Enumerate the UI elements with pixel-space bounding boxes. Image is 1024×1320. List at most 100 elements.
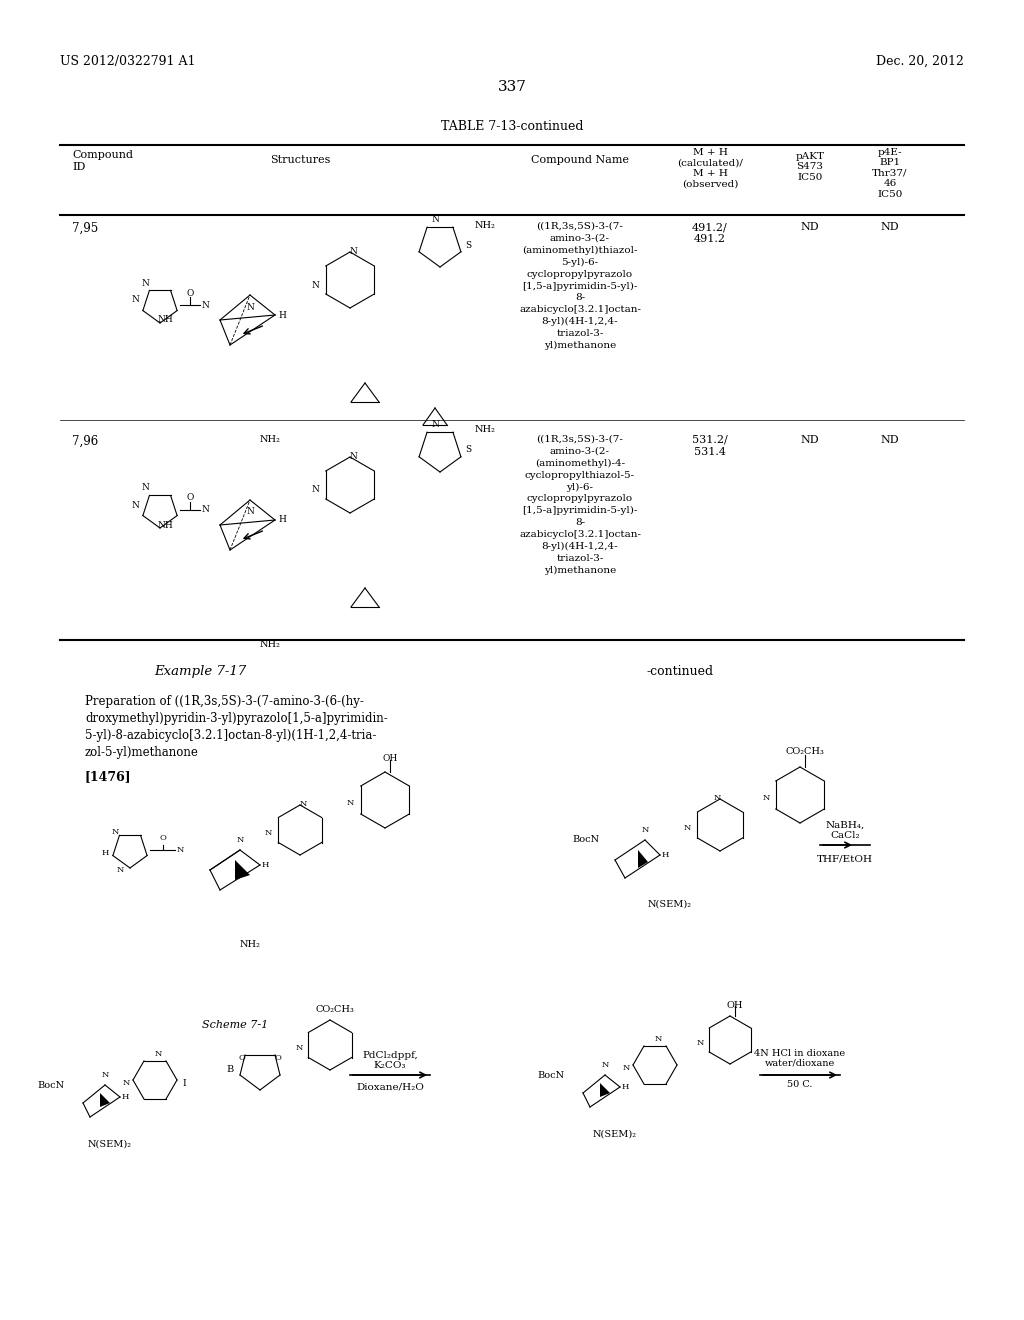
Text: S: S bbox=[465, 240, 471, 249]
Polygon shape bbox=[100, 1093, 110, 1107]
Text: Scheme 7-1: Scheme 7-1 bbox=[202, 1020, 268, 1030]
Text: N: N bbox=[141, 279, 148, 288]
Text: O: O bbox=[160, 834, 167, 842]
Text: N: N bbox=[349, 451, 357, 461]
Text: N: N bbox=[131, 500, 139, 510]
Text: S: S bbox=[465, 446, 471, 454]
Text: N(SEM)₂: N(SEM)₂ bbox=[648, 900, 692, 909]
Text: N: N bbox=[714, 795, 721, 803]
Text: N(SEM)₂: N(SEM)₂ bbox=[88, 1140, 132, 1148]
Polygon shape bbox=[234, 861, 250, 880]
Text: N: N bbox=[201, 301, 209, 309]
Text: OH: OH bbox=[727, 1001, 743, 1010]
Text: 7,95: 7,95 bbox=[72, 222, 98, 235]
Text: N: N bbox=[101, 1071, 109, 1078]
Text: CO₂CH₃: CO₂CH₃ bbox=[315, 1005, 354, 1014]
Text: BocN: BocN bbox=[538, 1071, 565, 1080]
Text: water/dioxane: water/dioxane bbox=[765, 1059, 836, 1068]
Text: N: N bbox=[601, 1061, 608, 1069]
Text: ((1R,3s,5S)-3-(7-
amino-3-(2-
(aminomethyl)thiazol-
5-yl)-6-
cyclopropylpyrazolo: ((1R,3s,5S)-3-(7- amino-3-(2- (aminometh… bbox=[519, 222, 641, 350]
Text: H: H bbox=[122, 1093, 129, 1101]
Text: N: N bbox=[246, 302, 254, 312]
Text: CaCl₂: CaCl₂ bbox=[830, 832, 860, 840]
Text: N: N bbox=[141, 483, 148, 492]
Text: N: N bbox=[117, 866, 124, 874]
Text: NH₂: NH₂ bbox=[259, 640, 281, 649]
Text: ND: ND bbox=[881, 222, 899, 232]
Text: N: N bbox=[246, 507, 254, 516]
Text: NH: NH bbox=[157, 315, 173, 325]
Text: THF/EtOH: THF/EtOH bbox=[817, 855, 873, 865]
Text: p4E-
BP1
Thr37/
46
IC50: p4E- BP1 Thr37/ 46 IC50 bbox=[872, 148, 907, 198]
Text: H: H bbox=[262, 861, 269, 869]
Text: N: N bbox=[641, 826, 648, 834]
Text: pAKT
S473
IC50: pAKT S473 IC50 bbox=[796, 152, 824, 182]
Text: I: I bbox=[182, 1078, 185, 1088]
Text: M + H
(calculated)/
M + H
(observed): M + H (calculated)/ M + H (observed) bbox=[677, 148, 743, 189]
Text: Dec. 20, 2012: Dec. 20, 2012 bbox=[877, 55, 964, 69]
Text: K₂CO₃: K₂CO₃ bbox=[374, 1061, 407, 1071]
Text: H: H bbox=[278, 516, 286, 524]
Text: N(SEM)₂: N(SEM)₂ bbox=[593, 1130, 637, 1139]
Text: ((1R,3s,5S)-3-(7-
amino-3-(2-
(aminomethyl)-4-
cyclopropylthiazol-5-
yl)-6-
cycl: ((1R,3s,5S)-3-(7- amino-3-(2- (aminometh… bbox=[519, 436, 641, 574]
Text: N: N bbox=[299, 800, 306, 808]
Text: 4N HCl in dioxane: 4N HCl in dioxane bbox=[755, 1049, 846, 1059]
Text: N: N bbox=[311, 486, 319, 495]
Text: N: N bbox=[347, 799, 354, 807]
Text: H: H bbox=[662, 851, 670, 859]
Text: H: H bbox=[622, 1082, 630, 1092]
Text: N: N bbox=[237, 836, 244, 843]
Text: PdCl₂dppf,: PdCl₂dppf, bbox=[362, 1051, 418, 1060]
Text: [1476]: [1476] bbox=[85, 770, 132, 783]
Text: BocN: BocN bbox=[572, 836, 600, 845]
Text: NH₂: NH₂ bbox=[259, 436, 281, 444]
Text: N: N bbox=[201, 506, 209, 515]
Text: US 2012/0322791 A1: US 2012/0322791 A1 bbox=[60, 55, 196, 69]
Text: BocN: BocN bbox=[38, 1081, 65, 1089]
Text: Compound Name: Compound Name bbox=[531, 154, 629, 165]
Text: Structures: Structures bbox=[269, 154, 330, 165]
Text: O: O bbox=[186, 289, 194, 297]
Text: Compound
ID: Compound ID bbox=[72, 150, 133, 172]
Text: Dioxane/H₂O: Dioxane/H₂O bbox=[356, 1082, 424, 1092]
Text: N: N bbox=[123, 1078, 130, 1086]
Text: CO₂CH₃: CO₂CH₃ bbox=[785, 747, 824, 756]
Text: N: N bbox=[349, 247, 357, 256]
Text: N: N bbox=[431, 420, 439, 429]
Text: 50 C.: 50 C. bbox=[787, 1080, 813, 1089]
Text: N: N bbox=[131, 296, 139, 305]
Text: N: N bbox=[684, 824, 691, 832]
Text: OH: OH bbox=[382, 754, 397, 763]
Text: ND: ND bbox=[801, 436, 819, 445]
Text: N: N bbox=[311, 281, 319, 289]
Text: 337: 337 bbox=[498, 81, 526, 94]
Text: N: N bbox=[431, 215, 439, 224]
Polygon shape bbox=[600, 1082, 610, 1097]
Text: ND: ND bbox=[801, 222, 819, 232]
Text: -continued: -continued bbox=[646, 665, 714, 678]
Text: Preparation of ((1R,3s,5S)-3-(7-amino-3-(6-(hy-
droxymethyl)pyridin-3-yl)pyrazol: Preparation of ((1R,3s,5S)-3-(7-amino-3-… bbox=[85, 696, 388, 759]
Text: 7,96: 7,96 bbox=[72, 436, 98, 447]
Text: O: O bbox=[274, 1053, 282, 1063]
Text: H: H bbox=[101, 849, 109, 857]
Text: N: N bbox=[696, 1039, 705, 1047]
Text: NH₂: NH₂ bbox=[240, 940, 260, 949]
Text: N: N bbox=[763, 795, 770, 803]
Polygon shape bbox=[638, 850, 648, 869]
Text: N: N bbox=[264, 829, 272, 837]
Text: N: N bbox=[155, 1049, 162, 1059]
Text: NH₂: NH₂ bbox=[475, 220, 496, 230]
Text: NH: NH bbox=[157, 520, 173, 529]
Text: TABLE 7-13-continued: TABLE 7-13-continued bbox=[440, 120, 584, 133]
Text: O: O bbox=[239, 1053, 246, 1063]
Text: N: N bbox=[112, 828, 119, 836]
Text: N: N bbox=[623, 1064, 630, 1072]
Text: O: O bbox=[186, 494, 194, 503]
Text: NaBH₄,: NaBH₄, bbox=[825, 821, 864, 830]
Text: N: N bbox=[654, 1035, 662, 1043]
Text: N: N bbox=[176, 846, 183, 854]
Text: 491.2/
491.2: 491.2/ 491.2 bbox=[692, 222, 728, 244]
Text: B: B bbox=[226, 1065, 233, 1074]
Text: 531.2/
531.4: 531.2/ 531.4 bbox=[692, 436, 728, 457]
Text: ND: ND bbox=[881, 436, 899, 445]
